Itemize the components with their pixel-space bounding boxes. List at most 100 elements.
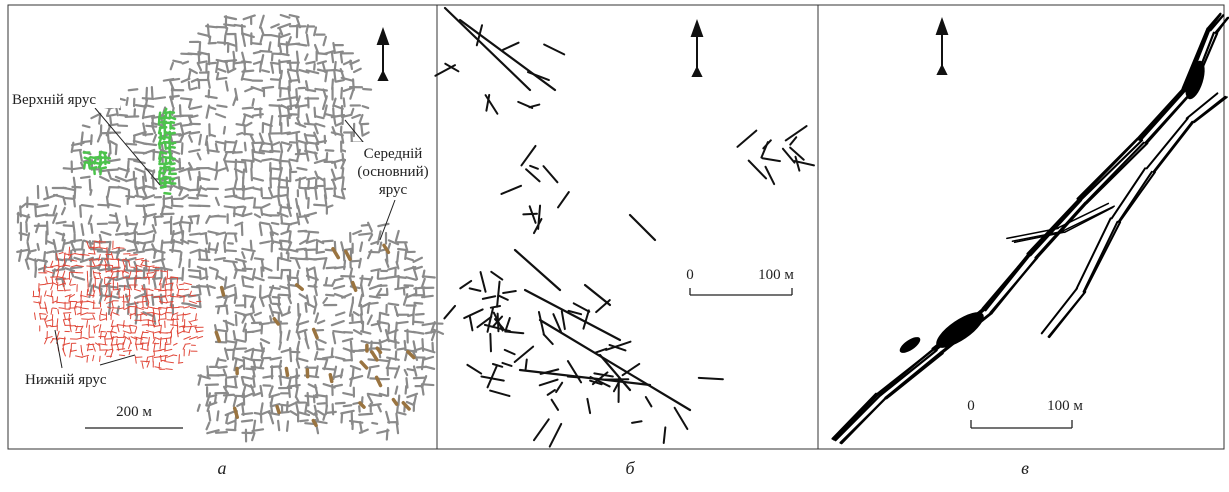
- passage: [59, 308, 64, 309]
- passage: [350, 378, 352, 386]
- passage: [226, 341, 235, 342]
- passage: [165, 343, 166, 352]
- passage: [280, 161, 289, 162]
- passage: [280, 377, 281, 384]
- passage: [110, 117, 111, 124]
- passage: [208, 243, 209, 252]
- passage: [245, 286, 253, 287]
- passage: [262, 159, 271, 161]
- passage: [334, 70, 335, 82]
- passage: [280, 361, 282, 368]
- scale-label: 200 м: [116, 404, 152, 420]
- caption: в: [1021, 458, 1029, 478]
- passage: [118, 259, 119, 268]
- passage: [101, 289, 102, 294]
- passage: [191, 116, 197, 117]
- passage: [235, 378, 236, 387]
- passage: [91, 249, 101, 250]
- passage: [323, 241, 333, 242]
- passage: [318, 403, 325, 404]
- scale-label: 0: [967, 398, 975, 414]
- passage: [386, 276, 398, 278]
- passage: [422, 296, 433, 297]
- passage: [222, 288, 224, 295]
- passage: [270, 316, 271, 321]
- passage: [270, 298, 271, 303]
- passage: [171, 79, 179, 80]
- passage: [278, 421, 279, 430]
- caption: б: [625, 458, 635, 478]
- passage: [237, 162, 245, 163]
- passage: [84, 163, 85, 168]
- passage: [166, 277, 167, 283]
- passage: [317, 252, 324, 253]
- passage: [154, 315, 155, 323]
- passage: [207, 63, 216, 64]
- passage: [359, 350, 371, 351]
- passage: [236, 171, 237, 180]
- passage: [397, 252, 398, 262]
- passage: [189, 82, 190, 88]
- passage: [243, 186, 244, 198]
- scale-label: 100 м: [758, 267, 794, 283]
- passage: [270, 151, 279, 152]
- passage: [171, 289, 172, 297]
- passage: [107, 197, 108, 208]
- passage: [89, 163, 90, 168]
- passage: [289, 231, 291, 242]
- passage: [189, 198, 198, 199]
- passage: [253, 376, 254, 386]
- passage: [290, 99, 291, 109]
- passage: [313, 421, 316, 426]
- passage: [296, 154, 307, 155]
- passage: [160, 158, 161, 162]
- passage: [287, 402, 288, 412]
- passage: [208, 25, 209, 37]
- passage: [235, 34, 236, 44]
- passage: [341, 54, 342, 62]
- passage: [353, 368, 354, 378]
- passage: [197, 195, 207, 196]
- passage: [126, 144, 136, 145]
- passage: [372, 423, 377, 424]
- passage: [305, 303, 306, 312]
- passage: [422, 384, 433, 385]
- passage: [260, 63, 261, 72]
- passage: [251, 241, 252, 250]
- passage: [226, 250, 236, 251]
- passage: [359, 233, 371, 235]
- passage: [296, 89, 297, 100]
- passage: [344, 405, 352, 406]
- passage: [198, 177, 199, 190]
- passage: [47, 251, 54, 252]
- passage: [173, 319, 174, 326]
- passage: [233, 190, 234, 196]
- passage: [324, 70, 334, 71]
- passage: [111, 291, 112, 297]
- passage: [333, 43, 334, 52]
- passage: [109, 124, 118, 125]
- passage: [74, 178, 75, 186]
- passage: [271, 79, 279, 80]
- passage: [289, 285, 290, 296]
- passage: [217, 411, 218, 420]
- passage: [422, 384, 424, 394]
- passage: [200, 42, 201, 51]
- passage: [206, 234, 207, 243]
- passage: [179, 355, 180, 363]
- passage: [143, 177, 144, 189]
- passage: [215, 216, 225, 217]
- passage: [218, 330, 227, 331]
- passage: [335, 385, 342, 386]
- passage: [171, 296, 180, 297]
- passage: [290, 80, 299, 81]
- passage: [405, 251, 406, 259]
- passage: [100, 169, 101, 174]
- passage: [64, 225, 74, 226]
- passage: [40, 284, 46, 285]
- passage: [224, 24, 234, 25]
- passage: [226, 415, 228, 423]
- passage: [361, 314, 362, 323]
- passage: [155, 268, 156, 278]
- passage: [270, 124, 271, 132]
